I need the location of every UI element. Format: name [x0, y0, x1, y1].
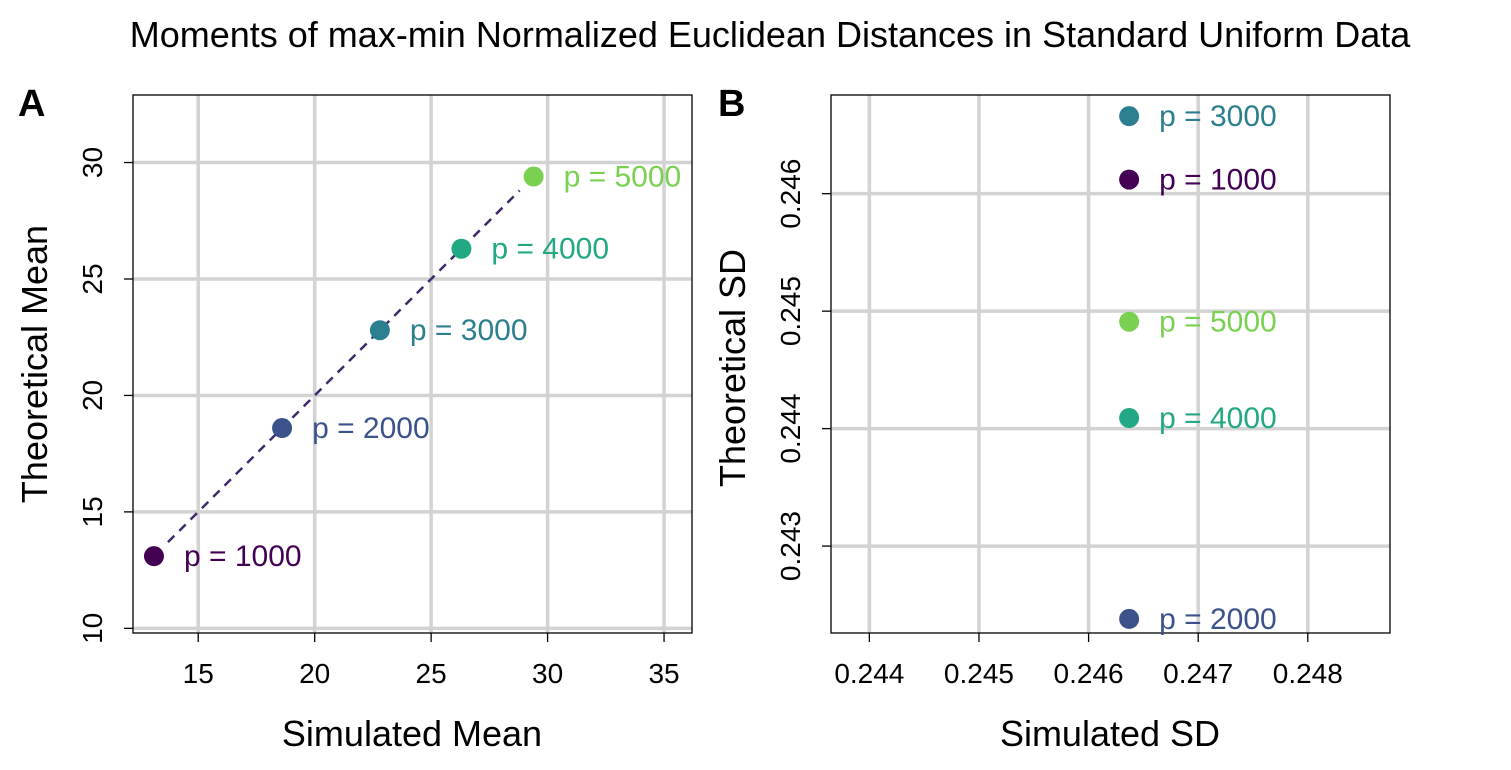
panel-a: A 15 20 25 30 35 10 15 20 25 30 p = 1000 p = 2000… [14, 83, 693, 754]
panel-b-label: B [718, 83, 745, 125]
panel-b-x-tick-label: 0.246 [1054, 658, 1124, 689]
panel-b-points: p = 3000 p = 1000 p = 5000 p = 4000 p = 2000 [1119, 100, 1277, 636]
panel-b-data-point [1119, 311, 1140, 332]
panel-a-y-tick-label: 10 [77, 613, 108, 644]
panel-b-point-label: p = 1000 [1159, 164, 1277, 197]
panel-b-y-ticks: 0.243 0.244 0.245 0.246 [775, 159, 831, 581]
panel-b-x-ticks: 0.244 0.245 0.246 0.247 0.248 [834, 633, 1343, 689]
panel-b-data-point [1119, 408, 1140, 429]
panel-a-data-point [523, 166, 544, 187]
panel-b-y-tick-label: 0.244 [775, 394, 806, 464]
panel-b-y-tick-label: 0.243 [775, 511, 806, 581]
panel-a-data-point [451, 238, 472, 259]
panel-a-grid [133, 95, 692, 633]
panel-a-label: A [18, 83, 45, 125]
panel-a-x-tick-label: 35 [648, 658, 679, 689]
panel-a-y-tick-label: 25 [77, 263, 108, 294]
panel-a-x-tick-label: 25 [416, 658, 447, 689]
panel-a-point-label: p = 1000 [184, 540, 302, 573]
panel-a-y-tick-label: 20 [77, 380, 108, 411]
panel-b-data-point [1119, 106, 1140, 127]
panel-b-x-axis-label: Simulated SD [1000, 713, 1220, 754]
panel-a-y-ticks: 10 15 20 25 30 [77, 147, 133, 644]
panel-b-x-tick-label: 0.247 [1163, 658, 1233, 689]
panel-b-data-point [1119, 169, 1140, 190]
panel-a-x-ticks: 15 20 25 30 35 [183, 633, 680, 689]
panel-b-x-tick-label: 0.248 [1273, 658, 1343, 689]
panel-a-point-label: p = 5000 [564, 161, 682, 194]
panel-b-point-label: p = 4000 [1159, 402, 1277, 435]
panel-b-y-tick-label: 0.246 [775, 159, 806, 229]
panel-b-y-axis-label: Theoretical SD [712, 249, 753, 487]
panel-a-x-tick-label: 20 [299, 658, 330, 689]
panel-a-point-label: p = 3000 [410, 314, 528, 347]
panel-b-y-tick-label: 0.245 [775, 276, 806, 346]
panel-a-frame [132, 94, 693, 634]
panel-b-x-tick-label: 0.245 [944, 658, 1014, 689]
panel-b-x-tick-label: 0.244 [834, 658, 904, 689]
panel-a-x-tick-label: 30 [532, 658, 563, 689]
panel-a-data-point [143, 546, 164, 567]
panel-a-data-point [369, 320, 390, 341]
panel-b-point-label: p = 5000 [1159, 306, 1277, 339]
panel-a-x-axis-label: Simulated Mean [282, 713, 542, 754]
panel-a-y-tick-label: 30 [77, 147, 108, 178]
panel-b-point-label: p = 3000 [1159, 100, 1277, 133]
panel-a-points: p = 1000 p = 2000 p = 3000 p = 4000 p = 5000 [143, 161, 682, 573]
panel-a-reference-line [167, 189, 521, 544]
panel-b-grid [831, 95, 1390, 633]
panel-a-y-tick-label: 15 [77, 496, 108, 527]
panel-a-point-label: p = 2000 [312, 412, 430, 445]
panel-b-point-label: p = 2000 [1159, 603, 1277, 636]
figure-title: Moments of max-min Normalized Euclidean … [130, 14, 1411, 55]
panel-a-x-tick-label: 15 [183, 658, 214, 689]
panel-a-point-label: p = 4000 [491, 233, 609, 266]
panel-b-data-point [1119, 608, 1140, 629]
panel-b: B 0.244 0.245 0.246 0.247 0.248 0.2430.2440.… [712, 83, 1391, 754]
panel-b-frame [830, 94, 1391, 634]
panel-a-data-point [272, 418, 293, 439]
panel-a-y-axis-label: Theoretical Mean [14, 225, 55, 503]
